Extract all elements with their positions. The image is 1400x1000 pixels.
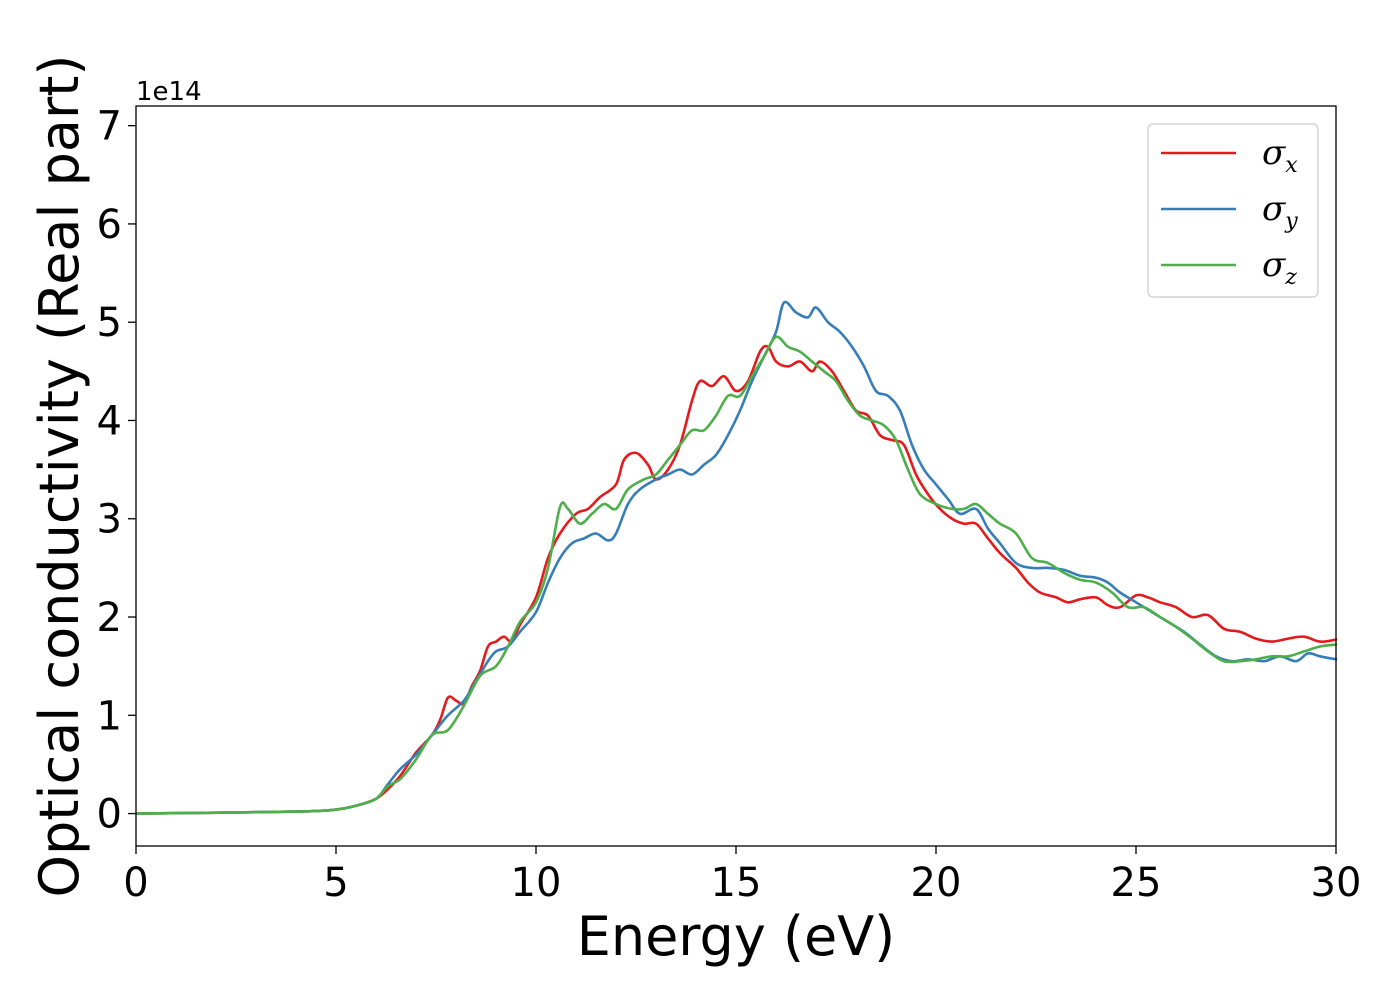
y-tick-label: 0 (97, 792, 122, 838)
y-offset-label: 1e14 (136, 77, 202, 107)
y-tick-label: 5 (97, 300, 122, 346)
x-tick-label: 25 (1111, 860, 1162, 906)
y-tick-label: 3 (97, 497, 122, 543)
y-tick-label: 4 (97, 398, 122, 444)
series-line-x (134, 344, 1338, 815)
x-axis: 0 5 10 15 20 25 30 (123, 846, 1361, 906)
x-tick-label: 10 (511, 860, 562, 906)
x-axis-label: Energy (eV) (577, 905, 896, 968)
series-line-z (134, 335, 1338, 815)
y-axis: 0 1 2 3 4 5 6 7 (97, 104, 136, 838)
x-tick-label: 5 (323, 860, 348, 906)
x-tick-label: 0 (123, 860, 148, 906)
y-tick-label: 1 (97, 693, 122, 739)
x-tick-label: 20 (911, 860, 962, 906)
y-tick-label: 7 (97, 104, 122, 150)
series-layer (134, 300, 1338, 815)
x-tick-label: 15 (711, 860, 762, 906)
series-line-y (134, 300, 1338, 815)
y-tick-label: 2 (97, 595, 122, 641)
legend-frame (1147, 123, 1319, 298)
y-axis-label: Optical conductivity (Real part) (28, 55, 91, 898)
y-tick-label: 6 (97, 202, 122, 248)
x-tick-label: 30 (1311, 860, 1362, 906)
